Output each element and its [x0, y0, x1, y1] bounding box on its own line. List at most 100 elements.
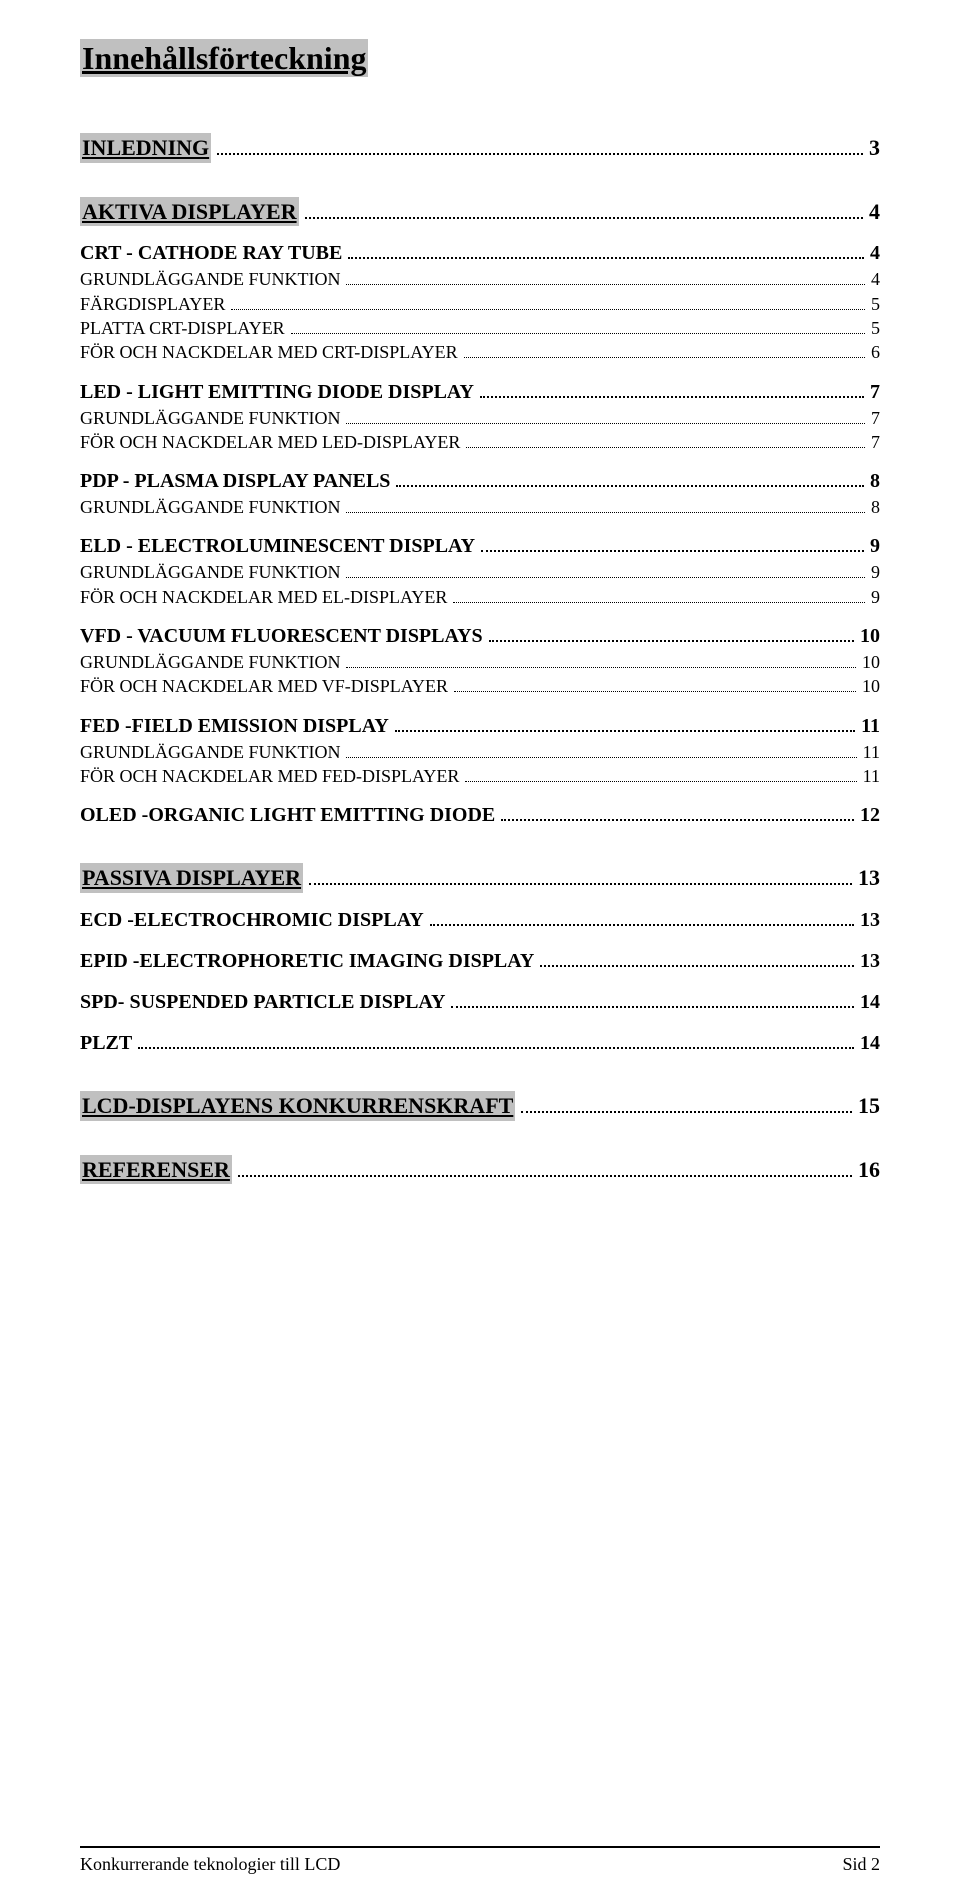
toc-page-number: 5 — [871, 316, 880, 340]
toc-entry[interactable]: AKTIVA DISPLAYER4 — [80, 197, 880, 227]
toc-page-number: 8 — [871, 495, 880, 519]
toc-leader — [480, 396, 864, 398]
toc-label: GRUNDLÄGGANDE FUNKTION — [80, 406, 340, 430]
toc-entry[interactable]: GRUNDLÄGGANDE FUNKTION 8 — [80, 495, 880, 519]
toc-page-number: 13 — [858, 863, 880, 893]
toc-page-number: 11 — [861, 713, 880, 740]
toc-page-number: 9 — [871, 560, 880, 584]
toc-label: FÖR OCH NACKDELAR MED CRT-DISPLAYER — [80, 340, 458, 364]
toc-label: INLEDNING — [80, 133, 211, 163]
toc-leader — [238, 1175, 852, 1177]
toc-label: VFD - VACUUM FLUORESCENT DISPLAYS — [80, 623, 483, 650]
toc-label: GRUNDLÄGGANDE FUNKTION — [80, 267, 340, 291]
toc-label: OLED -ORGANIC LIGHT EMITTING DIODE — [80, 802, 495, 829]
toc-entry[interactable]: PLZT14 — [80, 1030, 880, 1057]
toc-label: GRUNDLÄGGANDE FUNKTION — [80, 560, 340, 584]
toc-entry[interactable]: FÖR OCH NACKDELAR MED CRT-DISPLAYER 6 — [80, 340, 880, 364]
toc-page-number: 9 — [870, 533, 880, 560]
footer-right: Sid 2 — [842, 1854, 880, 1875]
toc-entry[interactable]: FÖR OCH NACKDELAR MED FED-DISPLAYER 11 — [80, 764, 880, 788]
toc-leader — [501, 819, 854, 821]
toc-label: FÖR OCH NACKDELAR MED FED-DISPLAYER — [80, 764, 459, 788]
toc-entry[interactable]: VFD - VACUUM FLUORESCENT DISPLAYS 10 — [80, 623, 880, 650]
toc-entry[interactable]: ELD - ELECTROLUMINESCENT DISPLAY 9 — [80, 533, 880, 560]
toc-leader — [291, 333, 865, 334]
toc-leader — [346, 512, 865, 513]
toc-entry[interactable]: LCD-DISPLAYENS KONKURRENSKRAFT 15 — [80, 1091, 880, 1121]
toc-leader — [346, 423, 865, 424]
toc-leader — [231, 309, 865, 310]
toc-entry[interactable]: ECD -ELECTROCHROMIC DISPLAY13 — [80, 907, 880, 934]
toc-entry[interactable]: EPID -ELECTROPHORETIC IMAGING DISPLAY 13 — [80, 948, 880, 975]
toc-leader — [453, 602, 865, 603]
toc-leader — [451, 1006, 854, 1008]
toc-page-number: 12 — [860, 802, 880, 829]
toc-label: GRUNDLÄGGANDE FUNKTION — [80, 495, 340, 519]
toc-page-number: 15 — [858, 1091, 880, 1121]
toc-entry[interactable]: PLATTA CRT-DISPLAYER5 — [80, 316, 880, 340]
toc-label: AKTIVA DISPLAYER — [80, 197, 299, 227]
toc-leader — [481, 550, 864, 552]
toc-entry[interactable]: GRUNDLÄGGANDE FUNKTION11 — [80, 740, 880, 764]
toc-leader — [346, 284, 865, 285]
toc-page-number: 11 — [863, 764, 880, 788]
toc-label: FÖR OCH NACKDELAR MED EL-DISPLAYER — [80, 585, 447, 609]
toc-label: FED -FIELD EMISSION DISPLAY — [80, 713, 389, 740]
toc-entry[interactable]: GRUNDLÄGGANDE FUNKTION4 — [80, 267, 880, 291]
toc-leader — [309, 883, 852, 885]
toc-label: ELD - ELECTROLUMINESCENT DISPLAY — [80, 533, 475, 560]
toc-leader — [395, 730, 855, 732]
toc-leader — [346, 757, 856, 758]
toc-entry[interactable]: REFERENSER 16 — [80, 1155, 880, 1185]
toc-page-number: 3 — [869, 133, 880, 163]
toc-leader — [464, 357, 865, 358]
toc-label: REFERENSER — [80, 1155, 232, 1185]
toc-label: GRUNDLÄGGANDE FUNKTION — [80, 650, 340, 674]
toc-entry[interactable]: FED -FIELD EMISSION DISPLAY 11 — [80, 713, 880, 740]
toc-entry[interactable]: FÖR OCH NACKDELAR MED VF-DISPLAYER10 — [80, 674, 880, 698]
toc-page-number: 11 — [863, 740, 880, 764]
toc-entry[interactable]: CRT - CATHODE RAY TUBE 4 — [80, 240, 880, 267]
toc-entry[interactable]: PDP - PLASMA DISPLAY PANELS8 — [80, 468, 880, 495]
toc-entry[interactable]: INLEDNING 3 — [80, 133, 880, 163]
toc-page-number: 10 — [862, 650, 880, 674]
toc-leader — [465, 781, 856, 782]
toc-entry[interactable]: GRUNDLÄGGANDE FUNKTION7 — [80, 406, 880, 430]
toc-leader — [540, 965, 854, 967]
toc-page-number: 9 — [871, 585, 880, 609]
toc-entry[interactable]: GRUNDLÄGGANDE FUNKTION 9 — [80, 560, 880, 584]
toc-page-number: 10 — [860, 623, 880, 650]
toc-leader — [454, 691, 856, 692]
toc-page-number: 13 — [860, 948, 880, 975]
toc-label: FÖR OCH NACKDELAR MED VF-DISPLAYER — [80, 674, 448, 698]
toc-leader — [346, 577, 865, 578]
toc-label: CRT - CATHODE RAY TUBE — [80, 240, 342, 267]
toc-label: SPD- SUSPENDED PARTICLE DISPLAY — [80, 989, 445, 1016]
toc-entry[interactable]: LED - LIGHT EMITTING DIODE DISPLAY7 — [80, 379, 880, 406]
toc-label: FÄRGDISPLAYER — [80, 292, 225, 316]
page-footer: Konkurrerande teknologier till LCD Sid 2 — [80, 1846, 880, 1875]
toc-page-number: 7 — [871, 430, 880, 454]
toc-entry[interactable]: FÖR OCH NACKDELAR MED LED-DISPLAYER7 — [80, 430, 880, 454]
toc-entry[interactable]: FÖR OCH NACKDELAR MED EL-DISPLAYER 9 — [80, 585, 880, 609]
toc-page-number: 16 — [858, 1155, 880, 1185]
footer-left: Konkurrerande teknologier till LCD — [80, 1854, 340, 1875]
toc-leader — [217, 153, 863, 155]
toc-entry[interactable]: SPD- SUSPENDED PARTICLE DISPLAY14 — [80, 989, 880, 1016]
toc-label: LCD-DISPLAYENS KONKURRENSKRAFT — [80, 1091, 515, 1121]
toc-leader — [396, 485, 864, 487]
toc-leader — [430, 924, 854, 926]
toc-page-number: 5 — [871, 292, 880, 316]
toc-page-number: 6 — [871, 340, 880, 364]
toc-page-number: 13 — [860, 907, 880, 934]
toc-leader — [466, 447, 865, 448]
toc-label: EPID -ELECTROPHORETIC IMAGING DISPLAY — [80, 948, 534, 975]
toc-entry[interactable]: FÄRGDISPLAYER 5 — [80, 292, 880, 316]
toc-entry[interactable]: OLED -ORGANIC LIGHT EMITTING DIODE 12 — [80, 802, 880, 829]
page-title: Innehållsförteckning — [80, 39, 368, 77]
toc-entry[interactable]: PASSIVA DISPLAYER13 — [80, 863, 880, 893]
toc-entry[interactable]: GRUNDLÄGGANDE FUNKTION 10 — [80, 650, 880, 674]
toc-label: PLZT — [80, 1030, 132, 1057]
toc-page-number: 4 — [870, 240, 880, 267]
toc-page-number: 8 — [870, 468, 880, 495]
